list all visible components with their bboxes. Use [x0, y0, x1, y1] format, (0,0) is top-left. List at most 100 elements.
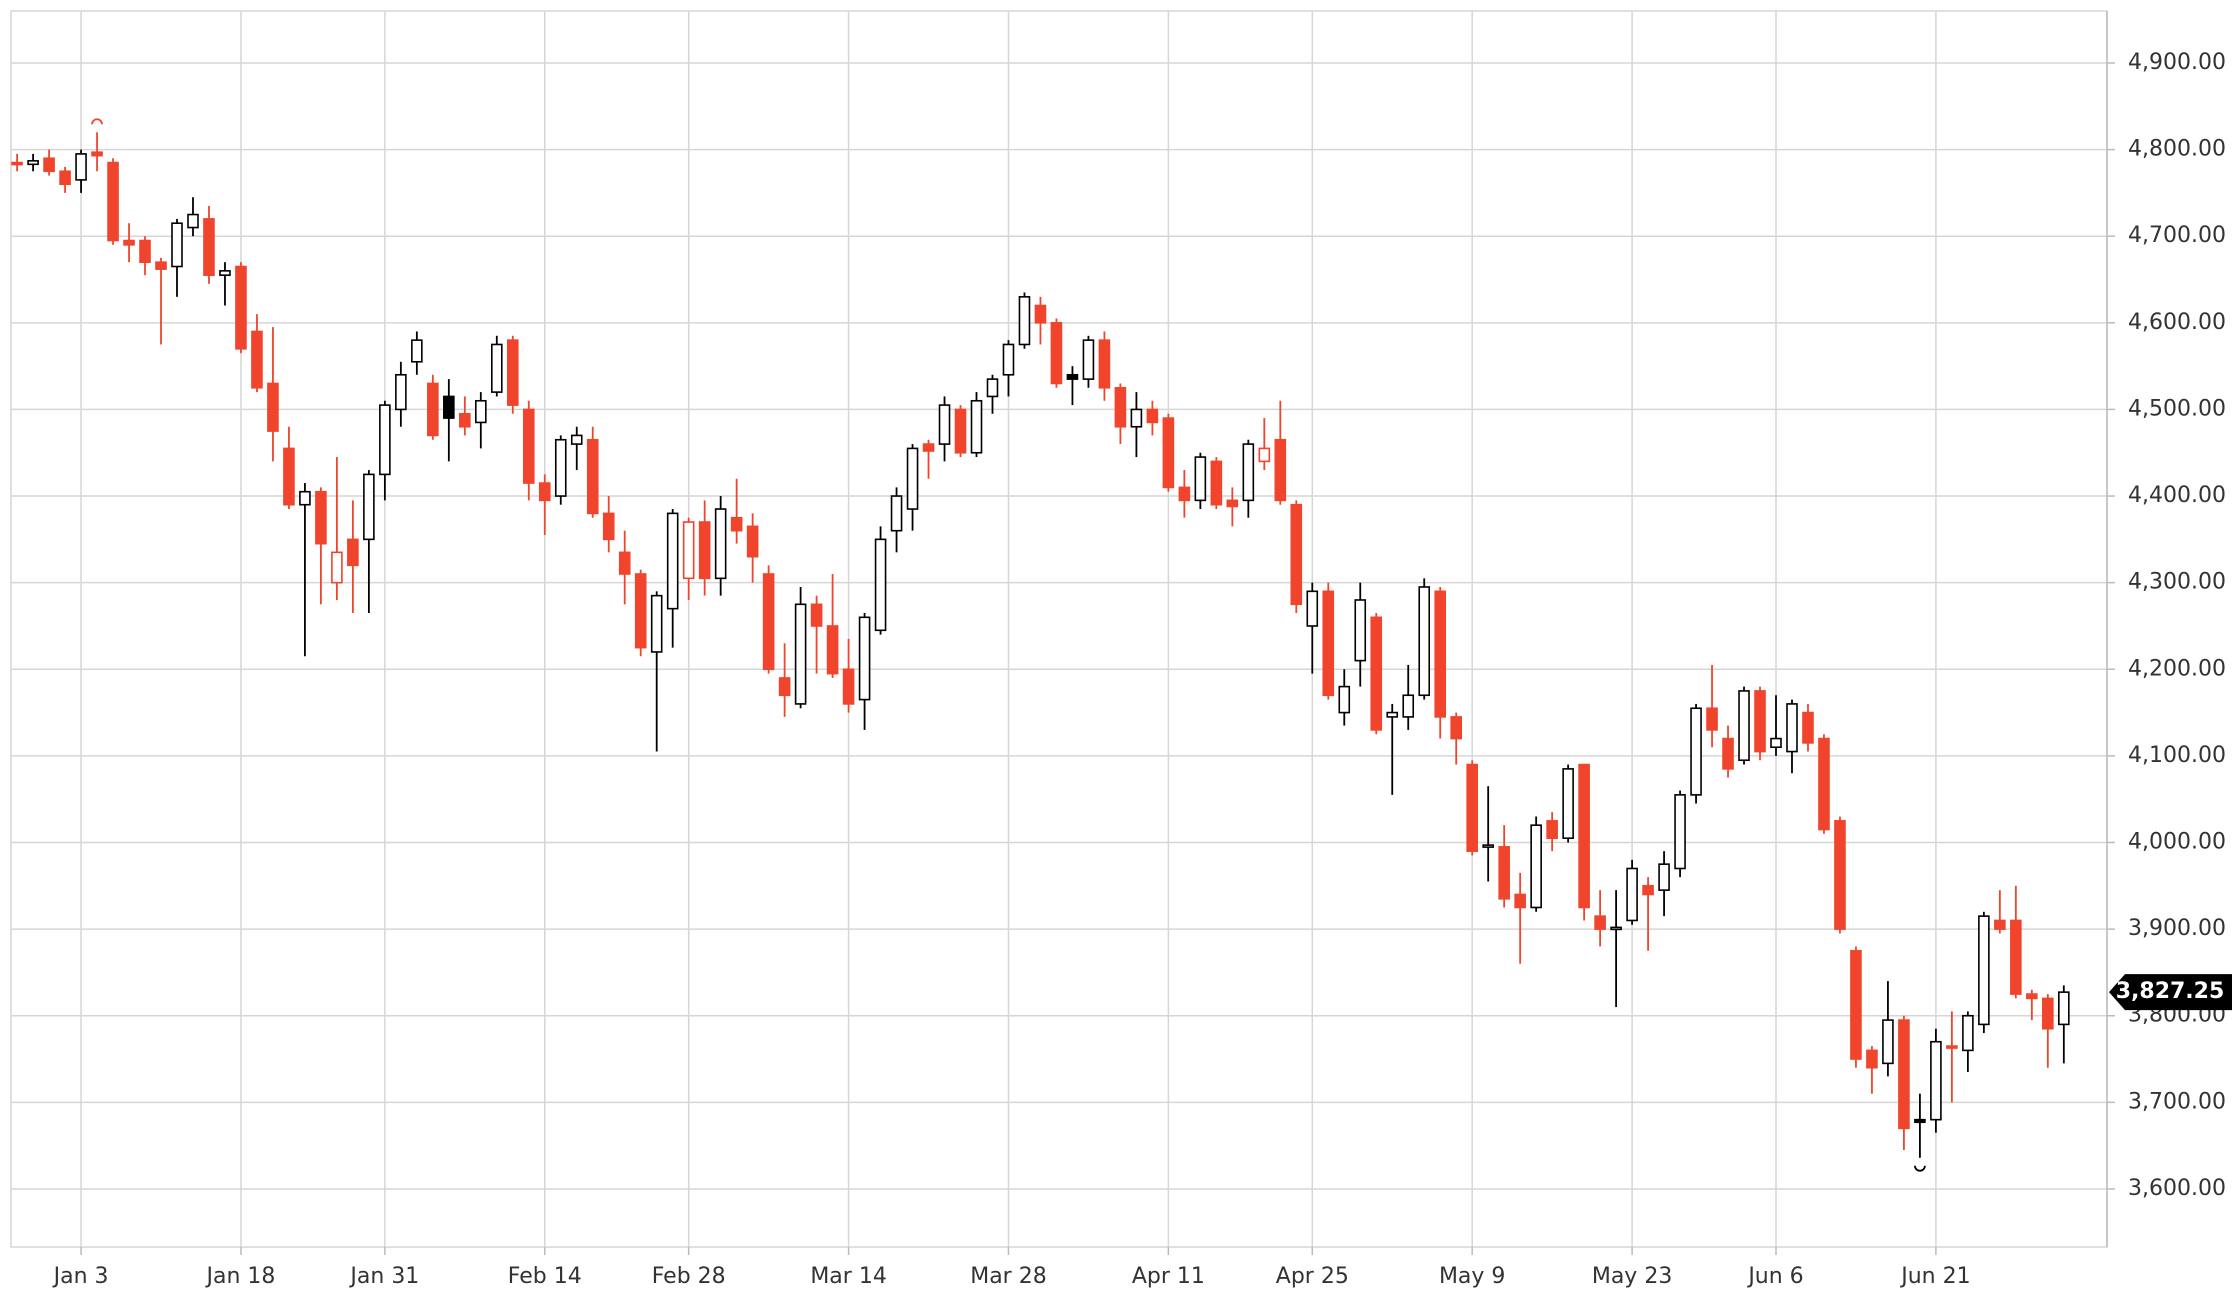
- candle-body: [794, 603, 807, 705]
- candle-body: [682, 521, 695, 580]
- candle-body: [43, 157, 55, 173]
- y-tick-label: 4,600.00: [2128, 310, 2226, 335]
- candle-body: [906, 447, 919, 510]
- y-tick-label: 3,900.00: [2128, 916, 2226, 941]
- candle-body: [618, 551, 631, 575]
- x-tick-label: Feb 28: [652, 1264, 726, 1289]
- candle-body: [1018, 296, 1031, 346]
- candle-body: [1626, 867, 1638, 922]
- candle-body: [59, 170, 71, 186]
- x-tick-label: Feb 14: [508, 1264, 582, 1289]
- x-tick-label: Jan 3: [52, 1264, 109, 1289]
- candle-body: [874, 538, 887, 632]
- candle-body: [746, 525, 759, 558]
- candle-body: [570, 434, 583, 445]
- candle-body: [1498, 846, 1510, 900]
- candle-body: [315, 490, 327, 545]
- candle-body: [1114, 386, 1127, 428]
- candle-body: [1066, 373, 1079, 380]
- candle-body: [1562, 768, 1574, 839]
- candle-body: [1162, 417, 1175, 489]
- candle-body: [1098, 339, 1111, 389]
- candle-body: [1386, 711, 1399, 718]
- candle-body: [139, 239, 151, 263]
- last-price-tag: [2109, 974, 2232, 1011]
- candle-body: [938, 404, 951, 445]
- candle-body: [299, 490, 311, 506]
- y-tick-label: 4,000.00: [2128, 830, 2226, 855]
- candle-body: [1930, 1040, 1942, 1121]
- candle-body: [778, 677, 791, 697]
- y-tick-label: 4,200.00: [2128, 656, 2226, 681]
- candle-body: [1722, 737, 1734, 770]
- x-tick-label: Apr 25: [1276, 1264, 1349, 1289]
- candle-body: [1994, 919, 2006, 930]
- candle-body: [1754, 690, 1766, 753]
- candle-body: [730, 516, 743, 532]
- candle-body: [666, 512, 679, 610]
- candle-body: [1002, 343, 1015, 376]
- candle-body: [155, 261, 167, 270]
- candle-body: [1674, 794, 1686, 870]
- y-tick-label: 4,400.00: [2128, 483, 2226, 508]
- candle-body: [554, 438, 567, 497]
- candle-body: [1258, 447, 1271, 463]
- candle-body: [1242, 443, 1255, 502]
- candle-body: [283, 447, 295, 506]
- candle-body: [1738, 690, 1750, 762]
- candle-body: [1978, 915, 1990, 1026]
- y-tick-label: 4,800.00: [2128, 137, 2226, 162]
- low-marker: [1914, 1165, 1926, 1172]
- candle-body: [986, 378, 999, 398]
- plot-area: [10, 10, 2108, 1248]
- candle-body: [1818, 737, 1830, 831]
- candle-body: [1322, 590, 1335, 697]
- candle-body: [1706, 707, 1718, 731]
- x-tick-label: Jun 6: [1746, 1264, 1803, 1289]
- x-tick-label: Jan 18: [205, 1264, 276, 1289]
- candle-body: [1450, 716, 1462, 740]
- candle-body: [1338, 685, 1351, 714]
- candle-body: [123, 239, 135, 246]
- candle-body: [91, 151, 103, 157]
- x-tick-label: Jun 21: [1899, 1264, 1970, 1289]
- candle-body: [1578, 763, 1590, 909]
- candle-body: [363, 473, 375, 541]
- candle-body: [331, 551, 343, 584]
- candle-body: [1402, 694, 1415, 718]
- candle-body: [522, 408, 535, 484]
- candle-body: [219, 270, 231, 276]
- candle-body: [1594, 915, 1606, 930]
- y-tick-label: 3,600.00: [2128, 1176, 2226, 1201]
- candle-body: [411, 339, 423, 363]
- candle-body: [187, 213, 199, 229]
- candle-body: [602, 512, 615, 541]
- candle-body: [1082, 339, 1095, 380]
- candle-body: [1802, 711, 1814, 744]
- candle-body: [203, 218, 215, 276]
- candle-body: [1370, 616, 1383, 731]
- candle-body: [1226, 499, 1239, 508]
- candle-body: [1866, 1049, 1878, 1069]
- x-tick-label: Jan 31: [348, 1264, 419, 1289]
- candle-body: [2058, 991, 2070, 1026]
- candle-body: [443, 395, 455, 419]
- y-tick-label: 4,900.00: [2128, 50, 2226, 75]
- candle-body: [1530, 824, 1542, 909]
- candle-body: [1050, 322, 1063, 385]
- candle-body: [762, 573, 775, 671]
- x-tick-label: May 9: [1439, 1264, 1505, 1289]
- candle-body: [2026, 993, 2038, 1000]
- candle-body: [1898, 1019, 1910, 1130]
- candle-body: [922, 443, 935, 452]
- candle-body: [251, 330, 263, 389]
- high-marker: [91, 118, 103, 125]
- candle-body: [11, 161, 23, 166]
- candle-body: [650, 594, 663, 653]
- candle-body: [1770, 737, 1782, 749]
- candle-body: [890, 495, 903, 532]
- candle-body: [490, 343, 503, 393]
- candle-body: [1306, 590, 1319, 627]
- candle-body: [2010, 919, 2022, 995]
